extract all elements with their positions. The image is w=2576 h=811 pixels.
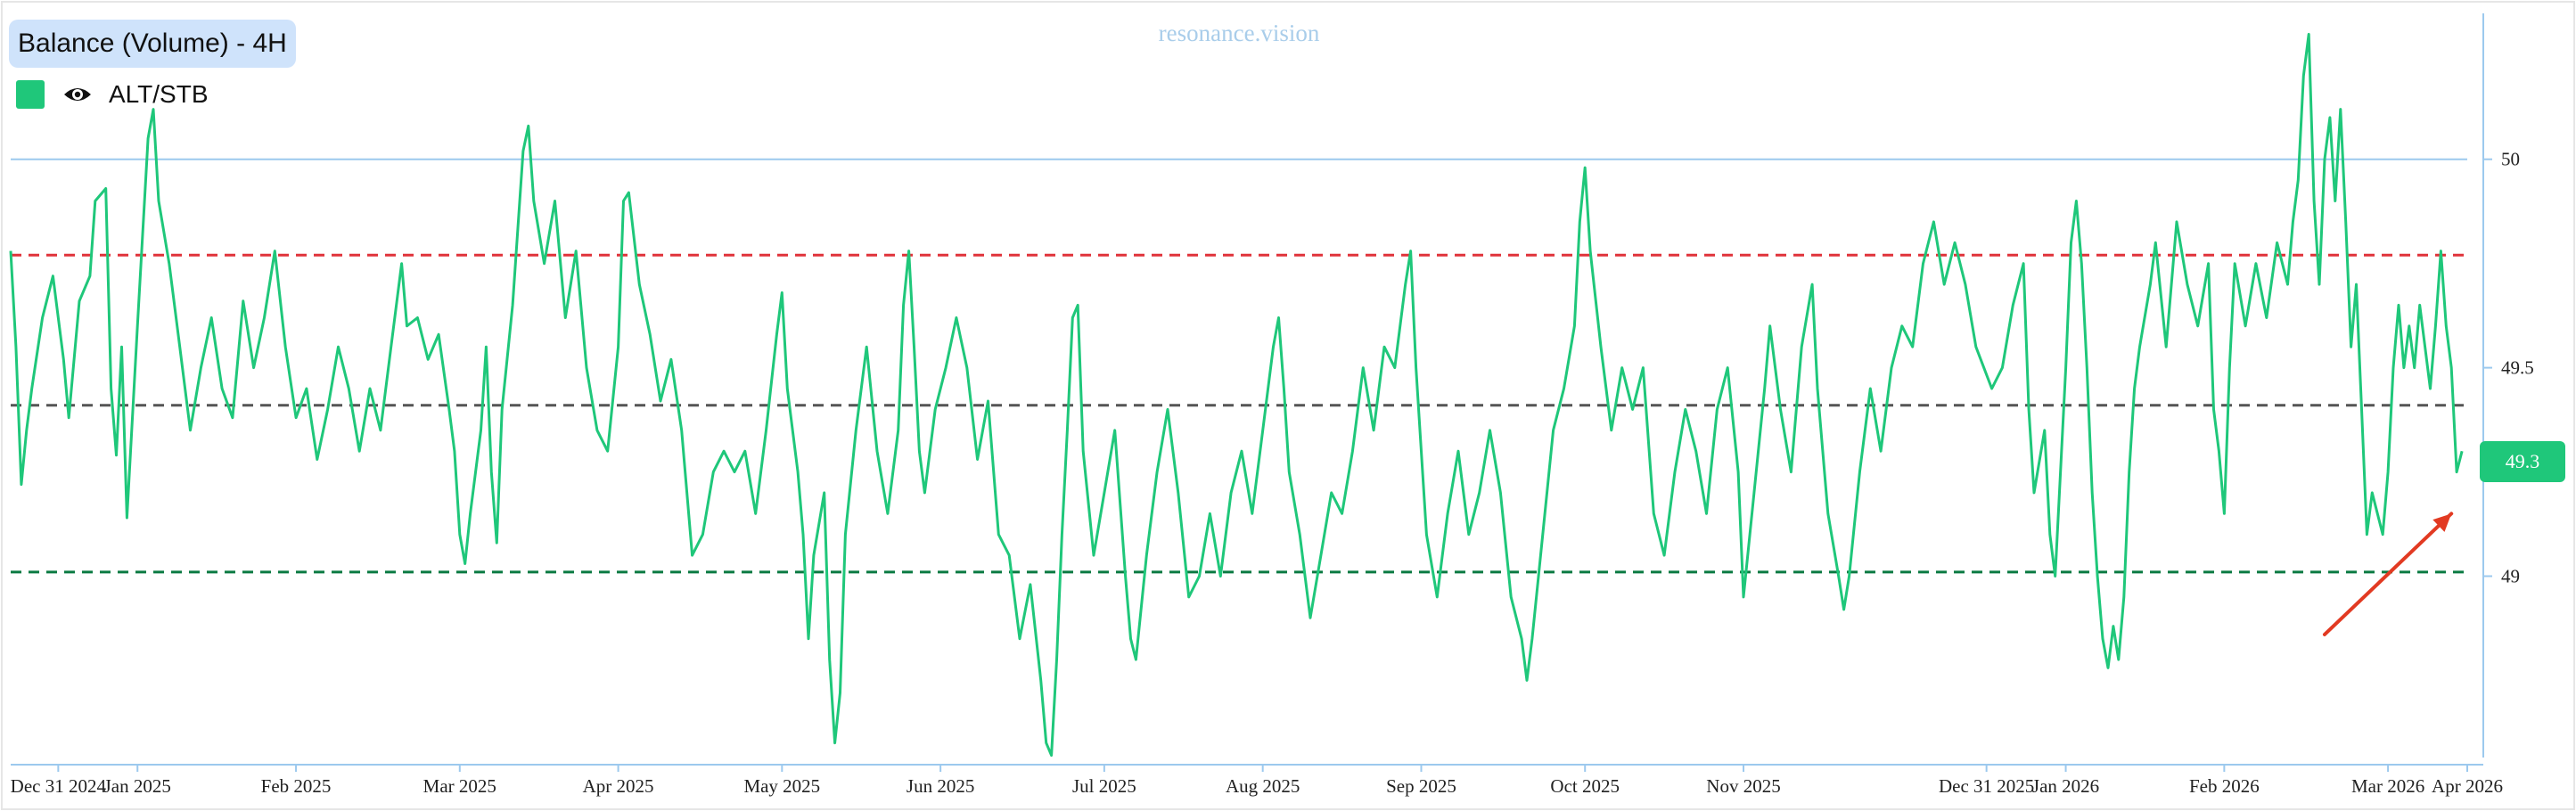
eye-icon[interactable] bbox=[62, 84, 93, 105]
x-tick-label: Apr 2025 bbox=[583, 775, 654, 797]
x-tick-label: Feb 2026 bbox=[2189, 775, 2260, 797]
x-tick-label: Mar 2025 bbox=[423, 775, 496, 797]
x-tick-label: Oct 2025 bbox=[1550, 775, 1620, 797]
last-value-tag: 49.3 bbox=[2480, 441, 2565, 482]
x-tick-label: Jun 2025 bbox=[907, 775, 974, 797]
x-tick-label: Jul 2025 bbox=[1072, 775, 1136, 797]
series-line-alt-stb bbox=[9, 32, 2464, 758]
x-tick-label: Dec 31 2025 bbox=[1939, 775, 2034, 797]
x-tick-label: Sep 2025 bbox=[1386, 775, 1456, 797]
legend-series-label[interactable]: ALT/STB bbox=[109, 80, 209, 108]
x-tick-label: Dec 31 2024 bbox=[11, 775, 107, 797]
legend-swatch bbox=[16, 80, 45, 109]
x-tick-label: Mar 2026 bbox=[2351, 775, 2424, 797]
y-axis: 49 49.5 50 bbox=[2482, 13, 2534, 758]
y-tick-label: 50 bbox=[2501, 149, 2520, 170]
annotation-arrow bbox=[2322, 512, 2454, 636]
annotation-arrow-head bbox=[2432, 513, 2452, 532]
x-tick-label: Jan 2026 bbox=[2032, 775, 2099, 797]
annotation-layer bbox=[2322, 512, 2454, 636]
x-tick-label: Jan 2025 bbox=[104, 775, 171, 797]
legend: ALT/STB bbox=[16, 78, 209, 111]
series-layer bbox=[9, 32, 2464, 758]
x-tick-label: Nov 2025 bbox=[1706, 775, 1780, 797]
watermark: resonance.vision bbox=[1158, 20, 1320, 46]
x-tick-label: Apr 2026 bbox=[2432, 775, 2503, 797]
reference-lines bbox=[11, 158, 2467, 574]
chart-title-badge: Balance (Volume) - 4H bbox=[9, 20, 296, 68]
x-tick-label: Feb 2025 bbox=[261, 775, 332, 797]
y-tick-label: 49.5 bbox=[2501, 357, 2534, 379]
y-tick-label: 49 bbox=[2501, 566, 2520, 587]
x-tick-label: Aug 2025 bbox=[1226, 775, 1300, 797]
x-tick-label: May 2025 bbox=[743, 775, 820, 797]
